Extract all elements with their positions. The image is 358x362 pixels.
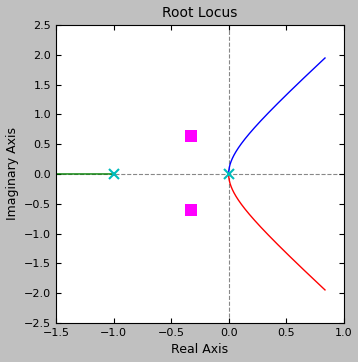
X-axis label: Real Axis: Real Axis [171,344,228,357]
Y-axis label: Imaginary Axis: Imaginary Axis [6,127,19,220]
Title: Root Locus: Root Locus [162,5,238,20]
